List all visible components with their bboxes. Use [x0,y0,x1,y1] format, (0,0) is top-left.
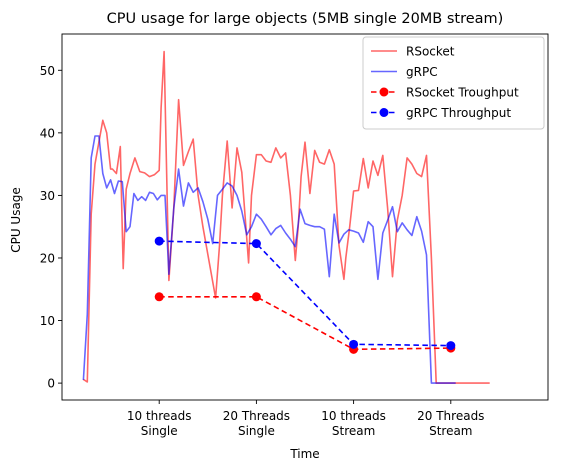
legend-label: gRPC [406,65,438,79]
series-point-3 [251,239,261,249]
legend: RSocket gRPC RSocket Troughput gRPC Through… [362,36,545,130]
y-tick-label: 50 [40,64,55,78]
legend-label: RSocket [406,45,455,59]
y-tick-label: 40 [40,126,55,140]
series-line-2 [159,295,451,351]
x-tick-label: Stream [429,424,472,438]
axes-frame [61,33,549,401]
legend-box [362,36,545,130]
legend-marker [379,87,389,97]
legend-marker [379,108,389,117]
x-tick-label: 10 threads [127,409,192,423]
y-axis-label: CPU Usage [9,187,23,253]
x-tick-label: 20 Threads [417,409,484,423]
chart-title: CPU usage for large objects (5MB single … [107,11,504,27]
y-tick-label: 10 [40,314,55,328]
y-tick-label: 0 [47,377,55,391]
series-line-1 [82,135,456,384]
x-axis-label: Time [289,447,319,461]
y-tick-label: 30 [40,189,55,203]
series-point-3 [446,341,456,351]
series-point-3 [349,339,359,349]
x-tick-label: Single [141,424,178,438]
series-line-3 [159,240,451,347]
legend-label: gRPC Throughput [406,106,511,120]
y-tick-label: 20 [40,251,55,265]
series-line-0 [82,50,490,384]
x-tick-label: Stream [332,424,375,438]
legend-label: RSocket Troughput [406,86,519,100]
x-tick-label: 20 Threads [223,409,290,423]
x-tick-label: 10 threads [321,409,386,423]
series-point-2 [251,292,261,302]
x-tick-label: Single [238,424,275,438]
series-point-2 [154,292,164,302]
series-point-3 [154,236,164,246]
